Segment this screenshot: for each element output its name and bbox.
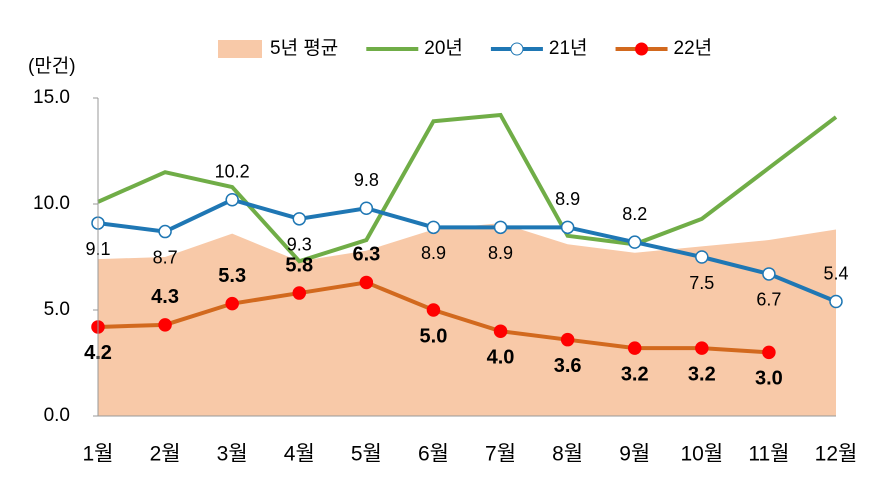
legend-label: 20년 [424,37,463,59]
data-label: 10.2 [215,162,250,182]
x-tick-label: 7월 [485,443,516,466]
data-label: 6.3 [352,244,380,266]
data-label: 5.3 [218,265,246,287]
marker [426,303,441,317]
data-label: 4.3 [151,286,179,308]
marker [560,332,575,347]
marker [493,324,508,338]
marker [493,220,508,235]
marker [627,341,642,355]
x-tick-label: 3월 [217,443,248,466]
legend-marker [510,42,524,56]
x-tick-label: 4월 [284,443,315,466]
data-label: 7.5 [689,273,714,293]
legend-label: 22년 [674,37,713,59]
marker [762,267,776,281]
data-label: 5.8 [285,254,313,276]
marker [225,193,239,207]
x-tick-label: 6월 [418,443,449,466]
data-label: 9.8 [354,170,379,190]
marker [292,286,307,300]
line [97,197,837,304]
data-label: 4.0 [487,346,515,368]
marker [627,235,642,249]
marker [695,341,709,355]
marker [292,212,307,226]
data-label: 3.0 [755,368,783,390]
data-label: 6.7 [756,290,781,310]
x-tick-label: 1월 [83,443,114,466]
line [97,112,838,264]
y-tick-label: 0.0 [44,405,70,426]
legend-label: 5년 평균 [270,37,338,59]
marker [158,224,172,239]
marker [560,220,575,235]
data-label: 5.0 [420,325,448,347]
legend-swatch [218,40,262,58]
y-tick-label: 15.0 [33,87,70,108]
marker [426,220,441,235]
marker [359,275,374,290]
x-tick-label: 11월 [748,443,789,466]
marker [158,318,172,332]
data-label: 3.2 [688,363,716,385]
marker [225,296,239,311]
data-label: 3.2 [621,363,649,385]
marker [829,294,843,309]
x-tick-label: 12월 [815,443,858,466]
x-tick-label: 9월 [619,443,650,466]
data-label: 8.9 [488,243,513,263]
data-label: 8.9 [555,189,580,209]
data-label: 5.4 [823,263,848,283]
marker [359,201,374,215]
data-label: 8.2 [622,204,647,224]
y-axis-label: (만건) [28,55,76,77]
x-tick-label: 10월 [680,443,723,466]
y-tick-label: 5.0 [44,299,70,320]
data-label: 8.9 [421,243,446,263]
y-tick-label: 10.0 [33,193,70,214]
data-label: 3.6 [554,355,582,377]
legend-label: 21년 [549,37,588,59]
marker [762,345,776,360]
legend-marker [635,42,649,56]
marker [695,250,709,264]
data-label: 9.3 [287,235,312,255]
data-label: 8.7 [153,247,178,267]
x-tick-label: 8월 [552,443,583,466]
x-tick-label: 5월 [351,443,382,466]
x-tick-label: 2월 [150,443,181,466]
